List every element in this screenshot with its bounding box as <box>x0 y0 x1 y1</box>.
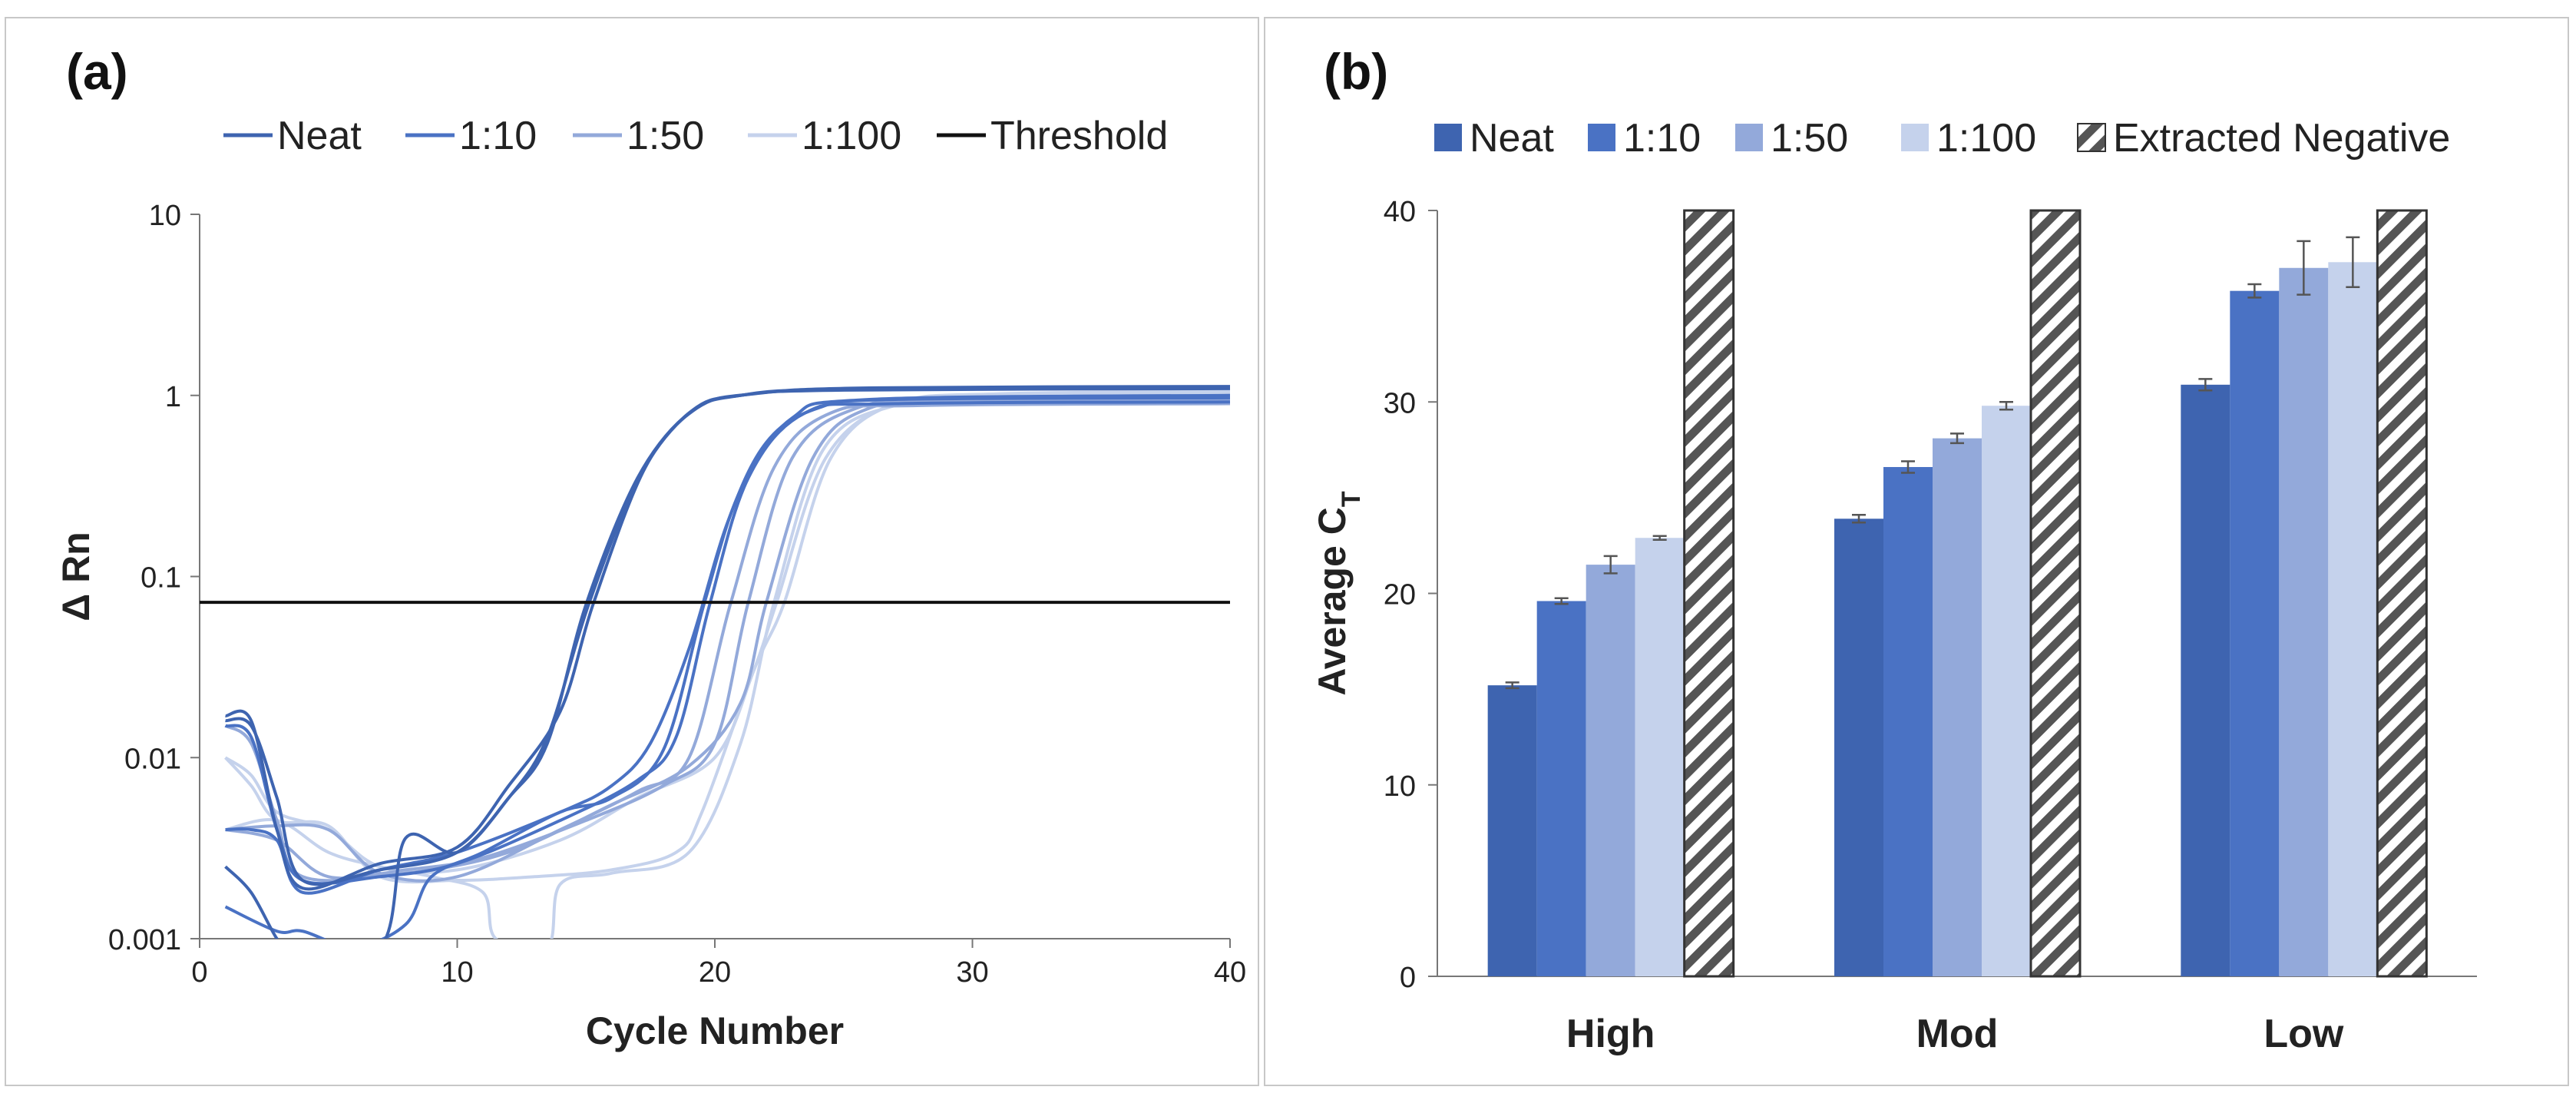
y-tick-label: 40 <box>1384 196 1416 228</box>
y-tick-label: 20 <box>1384 579 1416 611</box>
bar-high-1-10 <box>1536 601 1586 976</box>
x-tick-label: 0 <box>191 956 207 989</box>
x-axis-title: Cycle Number <box>586 1009 844 1052</box>
curve-1-50 <box>225 398 1230 880</box>
y-tick-label: 10 <box>149 200 181 232</box>
y-tick-label: 0.01 <box>124 743 181 775</box>
x-tick-label: 40 <box>1214 956 1246 989</box>
curve-1-10 <box>224 393 1230 939</box>
legend-label: Extracted Negative <box>2113 116 2450 161</box>
legend-label: Threshold <box>990 114 1168 158</box>
curves-group <box>224 385 1230 939</box>
curve-1-100 <box>224 392 1230 884</box>
legend-swatch-1-50 <box>1735 124 1763 151</box>
bar-high-1-50 <box>1586 565 1635 976</box>
legend-label: Neat <box>1470 116 1554 161</box>
x-tick-label: 30 <box>956 956 988 989</box>
bar-mod-1-50 <box>1933 438 1982 976</box>
curve-1-50 <box>224 393 1230 883</box>
bar-high-neat <box>1487 685 1537 976</box>
legend-swatch-1-100 <box>1901 124 1929 151</box>
bar-low-1-50 <box>2279 267 2329 976</box>
y-tick-label: 0.001 <box>108 924 181 956</box>
y-tick-label: 30 <box>1384 387 1416 419</box>
panel-b: (b) 0 10 20 30 40 High Mod Low Average CT Neat 1:10… <box>1264 17 2569 1086</box>
legend-swatch-1-10 <box>1588 124 1615 151</box>
curve-1-100 <box>225 393 1230 939</box>
bar-low-neat <box>2181 384 2230 976</box>
legend-label: 1:100 <box>802 114 901 158</box>
legend-swatch-neat <box>1434 124 1462 151</box>
curve-1-10 <box>225 396 1230 895</box>
category-label: Low <box>2264 1012 2344 1056</box>
curve-Neat <box>224 386 1230 939</box>
legend-label: 1:50 <box>1771 116 1848 161</box>
bar-high-1-100 <box>1635 538 1685 976</box>
legend-swatch-extracted-negative <box>2077 123 2106 152</box>
x-tick-label: 20 <box>699 956 731 989</box>
amplification-chart: (a) 0 10 20 30 40 0.001 0.01 0.1 1 10 Cycle Number Δ… <box>55 43 1246 1052</box>
panel-label-a: (a) <box>66 43 128 100</box>
y-tick-label: 0.1 <box>141 562 181 595</box>
y-tick-label: 0 <box>1400 962 1416 994</box>
bar-high-extracted-negative <box>1683 209 1735 978</box>
legend-label: 1:100 <box>1936 116 2036 161</box>
legend-label: Neat <box>277 114 362 158</box>
legend-label: 1:50 <box>627 114 704 158</box>
bar-low-1-100 <box>2328 262 2378 976</box>
curve-Neat <box>225 385 1230 891</box>
panel-a: (a) 0 10 20 30 40 0.001 0.01 0.1 1 10 Cycle Number Δ… <box>5 17 1259 1086</box>
curve-1-100 <box>224 389 1230 874</box>
y-tick-label: 1 <box>165 381 181 413</box>
y-axis-title: Δ Rn <box>55 532 98 621</box>
bar-mod-1-10 <box>1883 466 1933 976</box>
bar-low-1-10 <box>2230 290 2280 976</box>
panel-label-b: (b) <box>1324 43 1388 100</box>
bar-mod-neat <box>1834 519 1883 976</box>
x-tick-label: 10 <box>441 956 473 989</box>
curve-1-10 <box>224 400 1230 886</box>
bar-mod-1-100 <box>1982 406 2031 976</box>
legend-label: 1:10 <box>1623 116 1701 161</box>
legend-label: 1:10 <box>459 114 537 158</box>
y-axis-title-main: Average C <box>1311 507 1354 695</box>
category-label: Mod <box>1916 1012 1999 1056</box>
curve-1-50 <box>225 402 1230 883</box>
curve-Neat <box>225 386 1230 886</box>
y-axis-title-subscript: T <box>1337 491 1366 507</box>
bar-mod-extracted-negative <box>2029 209 2082 978</box>
ct-bar-chart: (b) 0 10 20 30 40 High Mod Low Average CT Neat 1:10… <box>1311 43 2477 1056</box>
y-axis-title: Average CT <box>1311 491 1366 695</box>
bar-low-extracted-negative <box>2376 209 2428 978</box>
category-label: High <box>1566 1012 1655 1056</box>
y-tick-label: 10 <box>1384 770 1416 803</box>
